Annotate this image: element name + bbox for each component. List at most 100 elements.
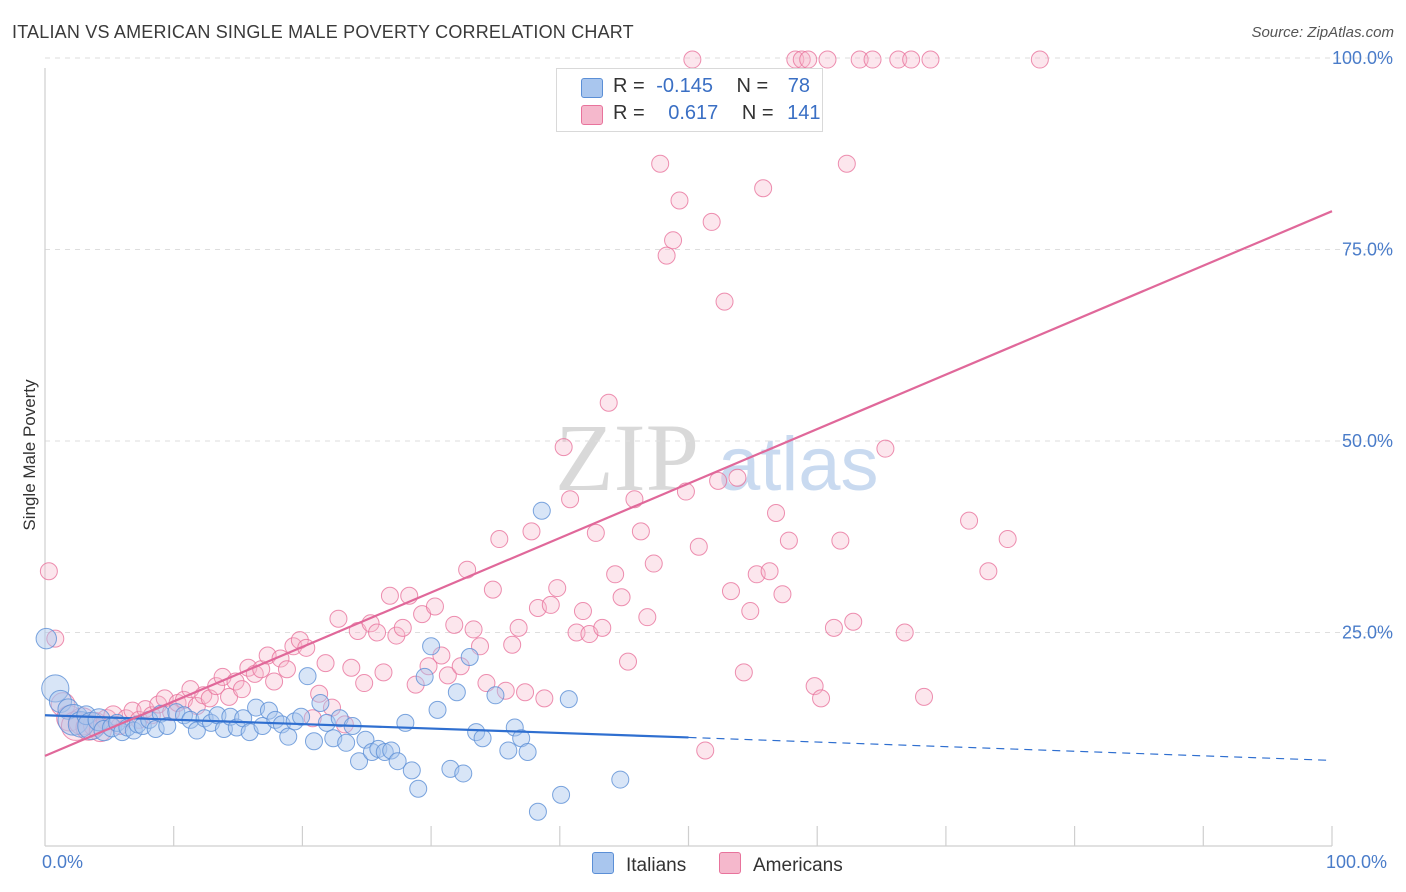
data-point-americans bbox=[490, 530, 509, 549]
data-point-americans bbox=[895, 623, 914, 642]
data-point-americans bbox=[554, 438, 573, 457]
italians-r-value: -0.145 bbox=[656, 75, 713, 97]
data-point-americans bbox=[374, 663, 393, 682]
data-point-italians bbox=[552, 785, 571, 804]
data-point-americans bbox=[837, 154, 856, 173]
data-point-americans bbox=[483, 580, 502, 599]
data-point-italians bbox=[486, 686, 505, 705]
data-point-americans bbox=[599, 393, 618, 412]
data-point-americans bbox=[619, 652, 638, 671]
data-point-americans bbox=[979, 562, 998, 581]
y-tick-label: 25.0% bbox=[1342, 623, 1393, 643]
source-label: Source: ZipAtlas.com bbox=[1251, 24, 1394, 41]
data-point-italians bbox=[559, 690, 578, 709]
data-point-italians bbox=[304, 732, 323, 751]
data-point-italians bbox=[409, 779, 428, 798]
data-point-americans bbox=[709, 471, 728, 490]
data-point-americans bbox=[406, 675, 425, 694]
data-point-italians bbox=[415, 667, 434, 686]
data-point-italians bbox=[447, 683, 466, 702]
data-point-italians bbox=[285, 712, 304, 731]
data-point-italians bbox=[337, 733, 356, 752]
data-point-americans bbox=[902, 50, 921, 69]
data-point-italians bbox=[375, 742, 394, 761]
data-point-americans bbox=[696, 741, 715, 760]
data-point-americans bbox=[728, 468, 747, 487]
data-point-americans bbox=[644, 554, 663, 573]
data-point-italians bbox=[532, 501, 551, 520]
data-point-americans bbox=[998, 530, 1017, 549]
legend-italians-swatch bbox=[592, 852, 614, 874]
data-point-americans bbox=[277, 660, 296, 679]
data-point-americans bbox=[734, 663, 753, 682]
italians-r-label: R = bbox=[613, 75, 645, 97]
data-point-americans bbox=[715, 292, 734, 311]
data-point-americans bbox=[561, 490, 580, 509]
data-point-americans bbox=[779, 531, 798, 550]
data-point-americans bbox=[831, 531, 850, 550]
data-point-americans bbox=[516, 683, 535, 702]
data-point-americans bbox=[567, 623, 586, 642]
data-point-italians bbox=[388, 752, 407, 771]
watermark: ZIP atlas bbox=[555, 404, 879, 511]
data-point-italians bbox=[259, 701, 278, 720]
data-point-americans bbox=[631, 522, 650, 541]
data-point-americans bbox=[760, 562, 779, 581]
data-point-americans bbox=[329, 609, 348, 628]
data-point-americans bbox=[522, 522, 541, 541]
data-point-americans bbox=[541, 595, 560, 614]
data-point-americans bbox=[702, 212, 721, 231]
data-point-americans bbox=[683, 50, 702, 69]
data-point-italians bbox=[298, 667, 317, 686]
data-point-americans bbox=[915, 687, 934, 706]
y-tick-label: 50.0% bbox=[1342, 431, 1393, 451]
x-tick-min: 0.0% bbox=[42, 852, 84, 872]
data-point-americans bbox=[773, 585, 792, 604]
data-point-americans bbox=[670, 191, 689, 210]
correlation-legend: R = -0.145 N = 78 R = 0.617 N = 141 bbox=[556, 68, 823, 132]
americans-swatch bbox=[581, 105, 603, 125]
data-point-americans bbox=[445, 615, 464, 634]
italians-swatch bbox=[581, 78, 603, 98]
data-point-americans bbox=[355, 674, 374, 693]
data-point-italians bbox=[454, 764, 473, 783]
data-point-italians bbox=[402, 761, 421, 780]
data-point-americans bbox=[721, 582, 740, 601]
data-point-americans bbox=[876, 439, 895, 458]
americans-r-value: 0.617 bbox=[668, 102, 719, 124]
watermark-atlas: atlas bbox=[718, 422, 879, 507]
data-point-italians bbox=[611, 770, 630, 789]
data-point-italians bbox=[41, 674, 70, 703]
italians-n-value: 78 bbox=[787, 75, 811, 97]
data-point-americans bbox=[960, 511, 979, 530]
data-point-americans bbox=[689, 537, 708, 556]
y-tick-label: 75.0% bbox=[1342, 240, 1393, 260]
watermark-zip: ZIP bbox=[555, 404, 699, 511]
data-point-italians bbox=[279, 727, 298, 746]
data-point-americans bbox=[818, 50, 837, 69]
data-point-americans bbox=[606, 565, 625, 584]
data-point-americans bbox=[368, 623, 387, 642]
data-point-americans bbox=[464, 620, 483, 639]
data-point-americans bbox=[638, 608, 657, 627]
data-point-americans bbox=[754, 179, 773, 198]
data-point-italians bbox=[67, 711, 95, 738]
data-point-italians bbox=[518, 742, 537, 761]
data-point-italians bbox=[499, 741, 518, 760]
data-point-americans bbox=[586, 523, 605, 542]
italians-n-label: N = bbox=[736, 75, 769, 97]
data-point-italians bbox=[311, 693, 330, 712]
data-point-americans bbox=[824, 618, 843, 637]
data-point-americans bbox=[310, 684, 329, 703]
data-point-americans bbox=[625, 490, 644, 509]
data-point-americans bbox=[265, 672, 284, 691]
data-point-americans bbox=[767, 504, 786, 523]
data-point-americans bbox=[548, 579, 567, 598]
trend-line-italians bbox=[44, 714, 689, 739]
data-point-americans bbox=[593, 618, 612, 637]
data-point-americans bbox=[477, 674, 496, 693]
data-point-americans bbox=[432, 646, 451, 665]
trend-line-americans bbox=[44, 210, 1333, 757]
data-point-americans bbox=[39, 562, 58, 581]
